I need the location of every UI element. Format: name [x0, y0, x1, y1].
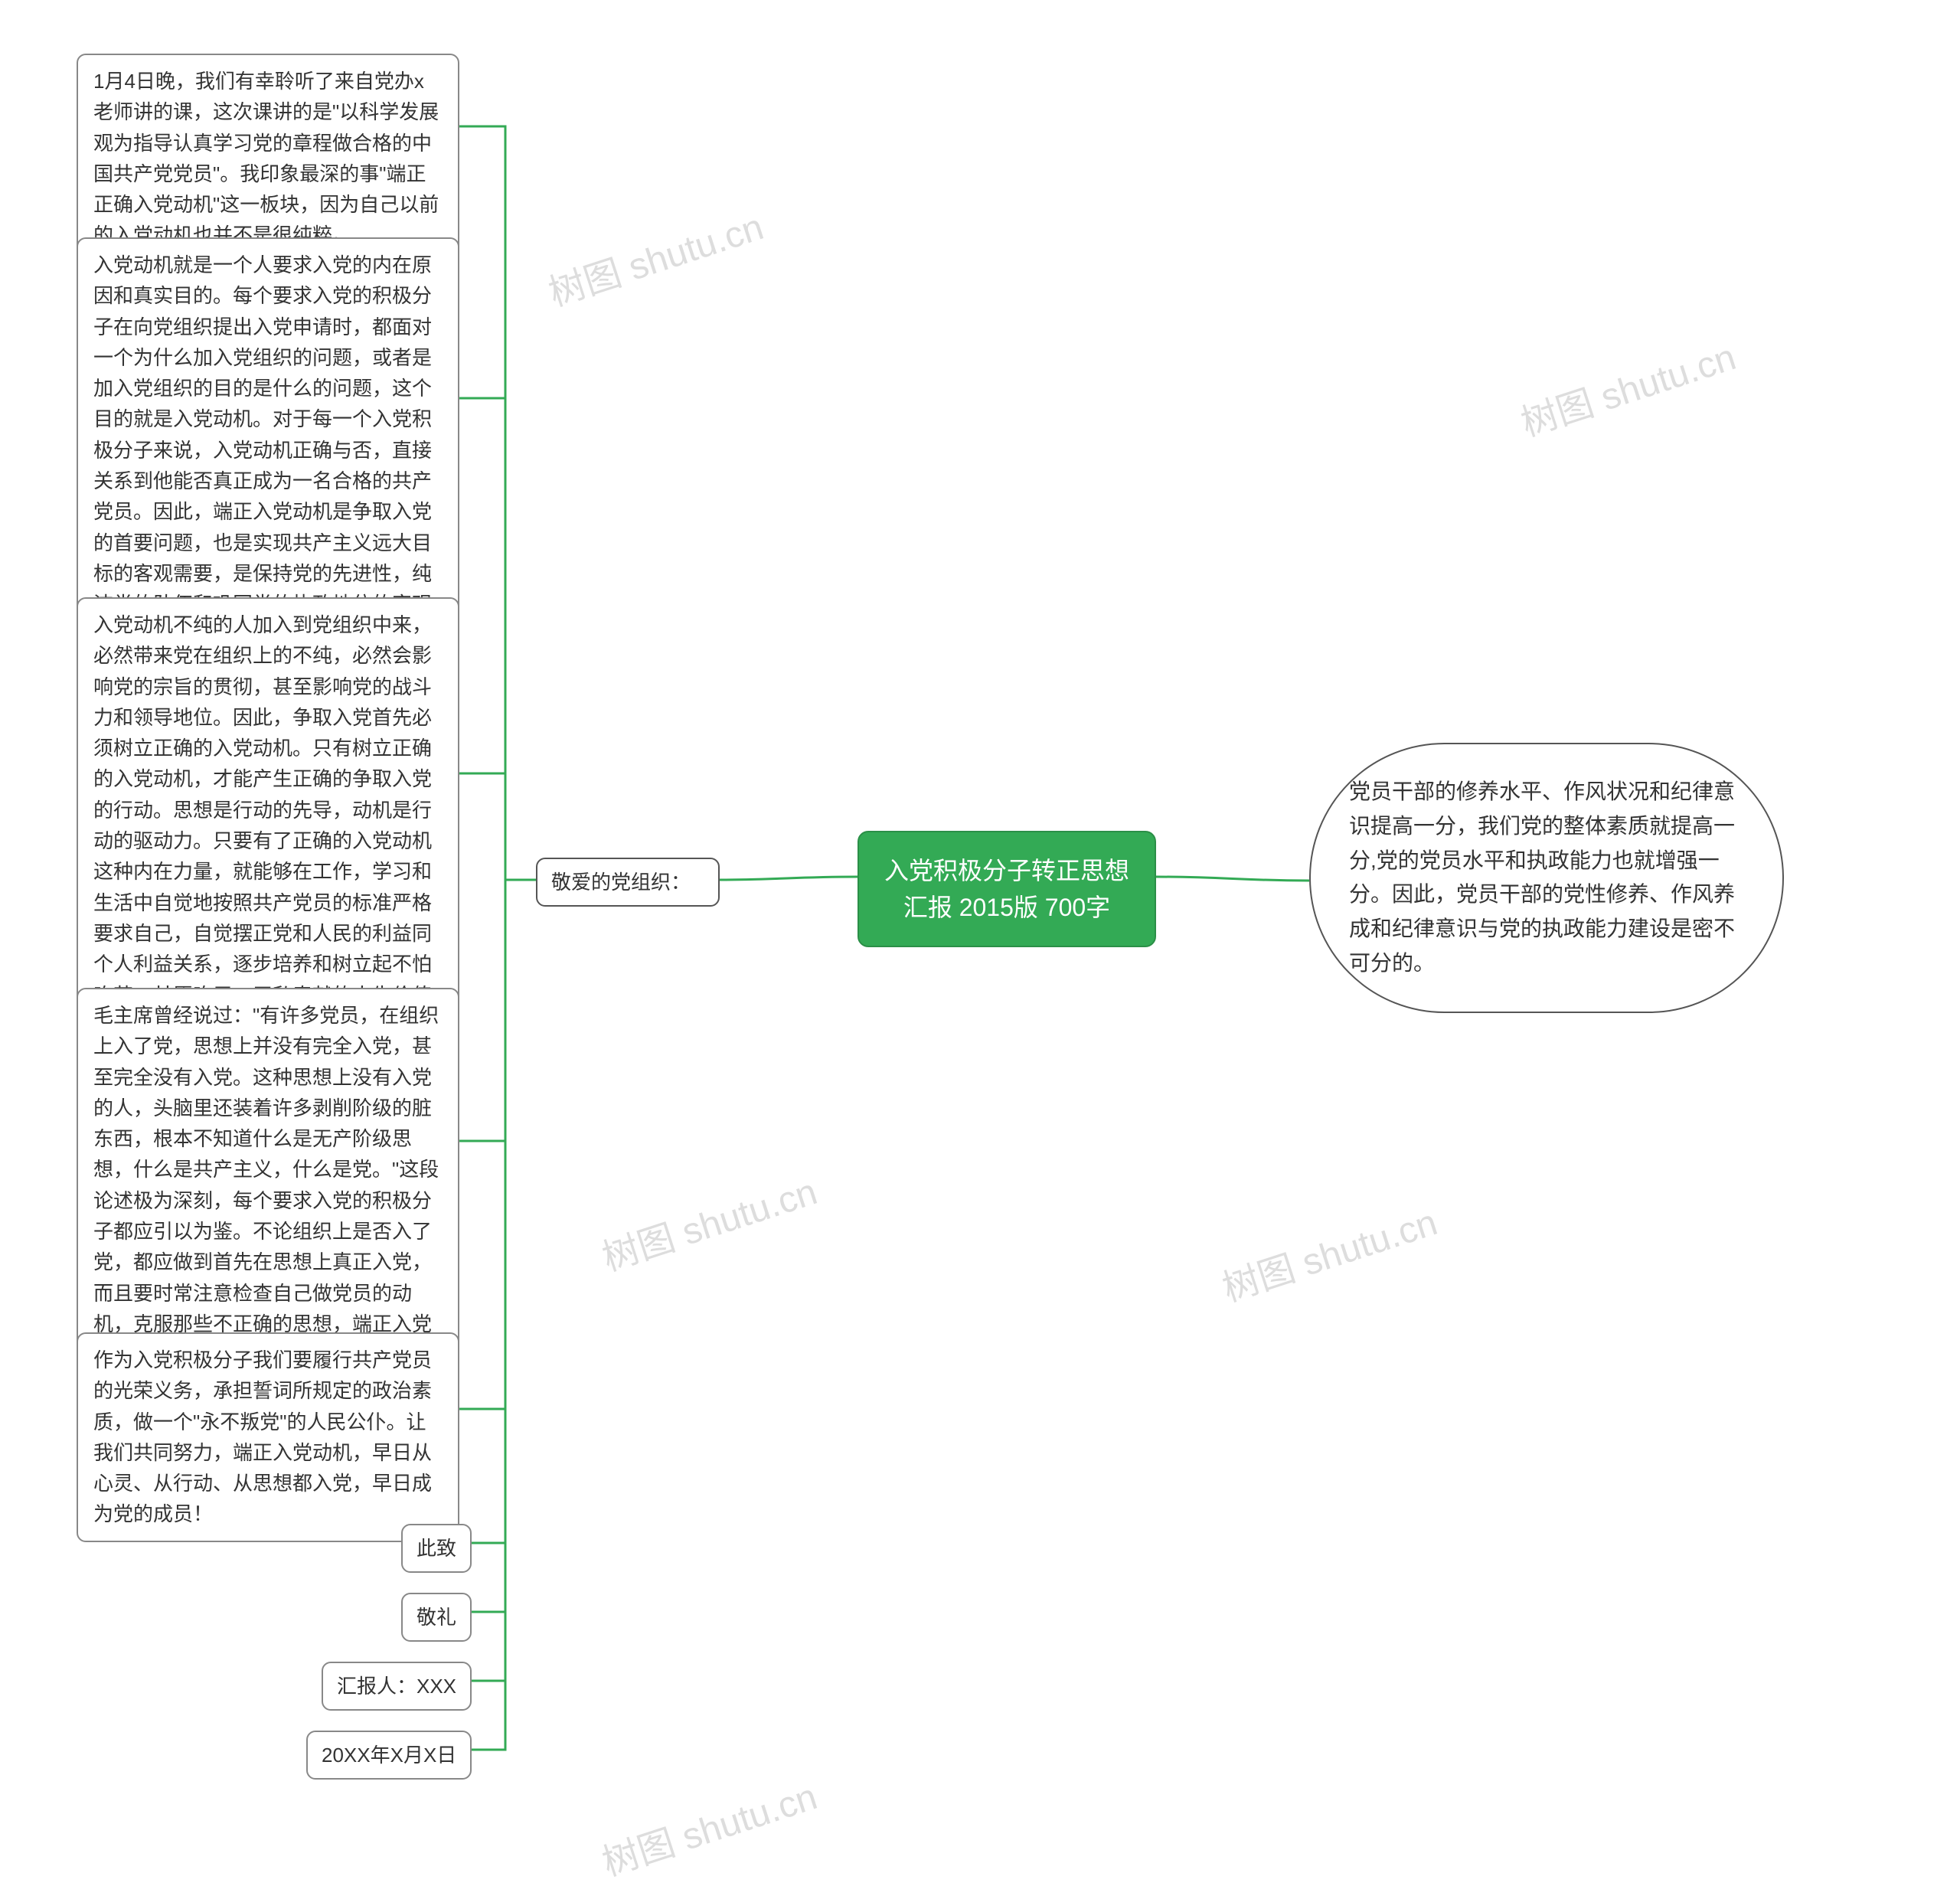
right-summary-node[interactable]: 党员干部的修养水平、作风状况和纪律意识提高一分，我们党的整体素质就提高一分,党的…	[1309, 743, 1784, 1013]
root-node[interactable]: 入党积极分子转正思想汇报 2015版 700字	[858, 831, 1156, 947]
watermark: 树图 shutu.cn	[594, 1767, 822, 1886]
leaf-node[interactable]: 作为入党积极分子我们要履行共产党员的光荣义务，承担誓词所规定的政治素质，做一个"…	[77, 1332, 459, 1542]
leaf-text: 此致	[416, 1537, 456, 1560]
leaf-text: 20XX年X月X日	[322, 1744, 456, 1767]
right-summary-text: 党员干部的修养水平、作风状况和纪律意识提高一分，我们党的整体素质就提高一分,党的…	[1349, 780, 1735, 975]
leaf-text: 汇报人：XXX	[337, 1675, 456, 1698]
leaf-node-closing[interactable]: 此致	[401, 1524, 472, 1573]
left-branch-label: 敬爱的党组织：	[551, 871, 691, 894]
leaf-node[interactable]: 入党动机不纯的人加入到党组织中来，必然带来党在组织上的不纯，必然会影响党的宗旨的…	[77, 597, 459, 1054]
leaf-text: 1月4日晚，我们有幸聆听了来自党办x老师讲的课，这次课讲的是"以科学发展观为指导…	[93, 70, 439, 247]
leaf-text: 作为入党积极分子我们要履行共产党员的光荣义务，承担誓词所规定的政治素质，做一个"…	[93, 1348, 432, 1525]
leaf-node[interactable]: 1月4日晚，我们有幸聆听了来自党办x老师讲的课，这次课讲的是"以科学发展观为指导…	[77, 54, 459, 263]
watermark: 树图 shutu.cn	[594, 1162, 822, 1281]
leaf-node-date[interactable]: 20XX年X月X日	[306, 1731, 472, 1780]
leaf-node-reporter[interactable]: 汇报人：XXX	[322, 1662, 472, 1711]
left-branch-node[interactable]: 敬爱的党组织：	[536, 858, 720, 907]
leaf-node-salute[interactable]: 敬礼	[401, 1593, 472, 1642]
watermark: 树图 shutu.cn	[1513, 327, 1741, 446]
watermark: 树图 shutu.cn	[1214, 1192, 1442, 1312]
leaf-text: 敬礼	[416, 1606, 456, 1629]
leaf-text: 入党动机不纯的人加入到党组织中来，必然带来党在组织上的不纯，必然会影响党的宗旨的…	[93, 613, 432, 1038]
root-label: 入党积极分子转正思想汇报 2015版 700字	[884, 857, 1129, 921]
leaf-text: 入党动机就是一个人要求入党的内在原因和真实目的。每个要求入党的积极分子在向党组织…	[93, 253, 432, 647]
leaf-node[interactable]: 毛主席曾经说过："有许多党员，在组织上入了党，思想上并没有完全入党，甚至完全没有…	[77, 988, 459, 1383]
watermark: 树图 shutu.cn	[541, 197, 769, 316]
leaf-text: 毛主席曾经说过："有许多党员，在组织上入了党，思想上并没有完全入党，甚至完全没有…	[93, 1004, 439, 1366]
mindmap-canvas: 树图 shutu.cn 树图 shutu.cn 树图 shutu.cn 树图 s…	[0, 0, 1960, 1803]
